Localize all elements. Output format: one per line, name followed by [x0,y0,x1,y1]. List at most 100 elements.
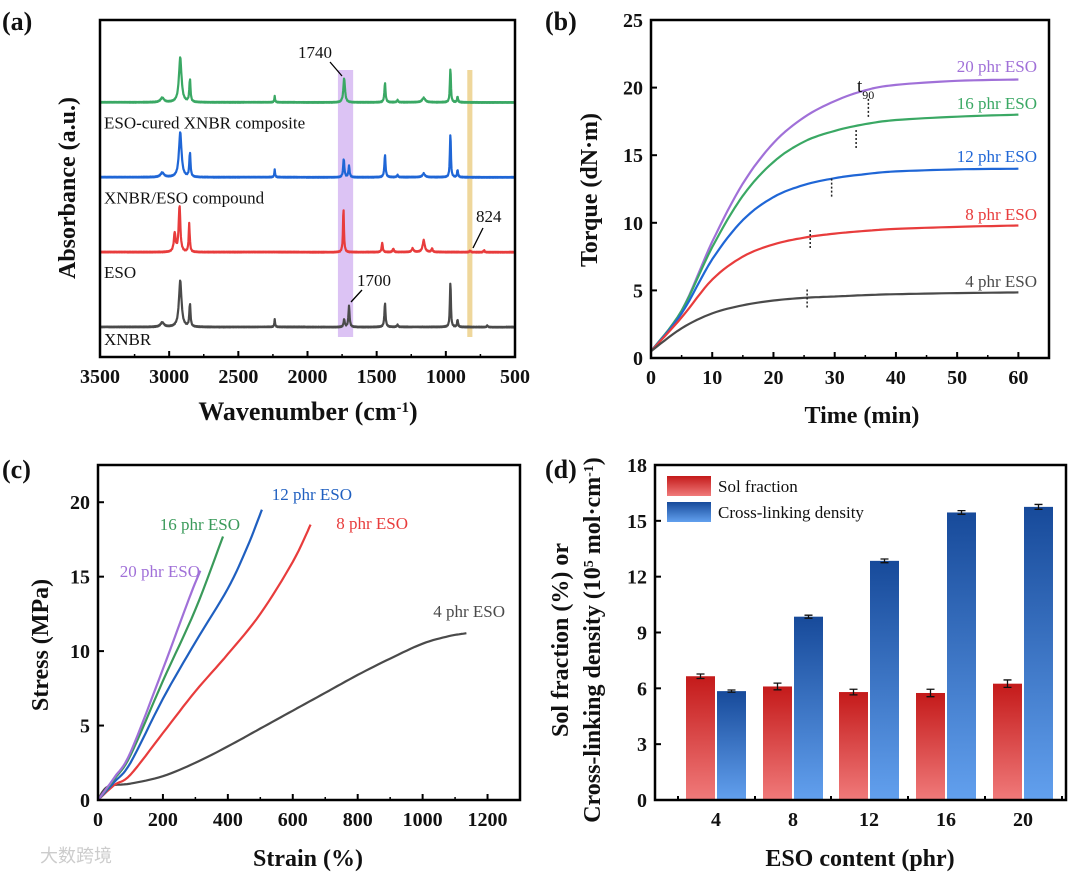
stress-strain-curve [97,509,263,801]
y-tick-label: 15 [627,511,647,533]
x-tick-label: 60 [1008,367,1028,389]
stress-strain-curve [97,524,312,801]
axes-frame [96,463,522,802]
bar-crosslink-density [1024,506,1053,800]
bar-crosslink-density [794,616,823,800]
x-tick-label: 200 [148,809,178,831]
y-tick-label: 0 [637,790,647,812]
y-tick-label: 3 [637,734,647,756]
panel-label-a: (a) [2,7,32,36]
bar-sol-fraction [763,686,792,800]
x-tick-label: 30 [825,367,845,389]
error-bar [773,682,782,691]
error-bar [880,558,889,564]
x-tick-label: 600 [278,809,308,831]
spectrum-line [99,131,516,179]
series-label: ESO-cured XNBR composite [104,113,305,132]
spectrum-line [99,279,516,329]
y-tick-label: 5 [80,716,90,738]
error-bar [1034,503,1043,510]
y-axis-label-part: mol·cm [580,477,606,560]
bar-sol-fraction [686,676,715,800]
x-axis-label: Strain (%) [253,846,363,872]
x-tick-label: 12 [859,809,879,831]
y-tick-label: 9 [637,623,647,645]
y-tick-label: 10 [623,213,643,235]
series-label: XNBR/ESO compound [104,188,265,207]
y-axis-label: Torque (dN·m) [577,113,603,267]
error-bar [1003,679,1012,689]
legend-label: Sol fraction [718,477,798,496]
error-bar [926,688,935,698]
y-tick-label: 15 [623,145,643,167]
torque-curve [650,78,1019,352]
highlight-band [467,70,473,337]
bar-crosslink-density [717,691,746,800]
y-axis-label-line2: Cross-linking density (105 mol·cm-1) [580,457,606,823]
arrow-824 [472,227,484,249]
torque-curve [650,224,1019,352]
x-tick-label: 10 [702,367,722,389]
y-axis-label-line1: Sol fraction (%) or [548,543,574,737]
t90-label: t90 [857,76,874,102]
series-label: 8 phr ESO [336,514,408,533]
panel-label-c: (c) [2,455,31,484]
x-tick-label: 1500 [357,366,397,388]
y-axis-label-sup: -1 [582,465,597,477]
annotation-1700: 1700 [357,271,391,290]
x-tick-label: 20 [763,367,783,389]
y-axis-label: Stress (MPa) [28,579,54,711]
panel-label-b: (b) [545,7,577,36]
x-tick-label: 1000 [403,809,443,831]
series-label: 20 phr ESO [120,562,200,581]
t90-label-sub: 90 [862,88,874,102]
x-tick-label: 0 [93,809,103,831]
series-label: 4 phr ESO [965,272,1037,291]
error-bar [696,673,705,680]
y-axis-label: Absorbance (a.u.) [55,97,81,279]
panel-a-ftir: XNBR ESO XNBR/ESO compound ESO-cured XNBR c… [55,18,530,426]
y-tick-label: 15 [70,567,90,589]
x-tick-label: 16 [936,809,956,831]
x-tick-label: 500 [500,366,530,388]
x-axis-label-sup: -1 [396,400,409,416]
y-tick-label: 12 [627,567,647,589]
x-tick-label: 4 [711,809,721,831]
y-axis-label-sup: 5 [582,560,597,567]
stress-strain-curve [97,570,202,801]
y-tick-label: 5 [633,280,643,302]
panel-c-stress-strain: 4 phr ESO 8 phr ESO 12 phr ESO 16 phr ESO 20… [28,463,522,872]
x-tick-label: 1200 [468,809,508,831]
error-bar [957,509,966,515]
annotation-1740: 1740 [298,43,332,62]
annotation-824: 824 [476,207,502,226]
arrow-1740 [329,61,343,77]
legend-swatch [667,476,711,496]
series-label: XNBR [104,330,152,349]
spectrum-line [99,205,516,254]
highlight-band [337,70,354,337]
y-axis-label-end: ) [580,457,606,465]
torque-curve [650,113,1019,352]
spectrum-line [99,56,516,104]
y-tick-label: 20 [623,78,643,100]
x-axis-label: Time (min) [805,403,920,429]
bar-sol-fraction [916,692,945,800]
x-tick-label: 1000 [426,366,466,388]
y-tick-label: 6 [637,678,647,700]
legend-label: Cross-linking density [718,503,864,522]
x-tick-label: 2000 [288,366,328,388]
bar-crosslink-density [870,560,899,800]
y-tick-label: 18 [627,455,647,477]
series-label: 12 phr ESO [957,147,1037,166]
x-axis-label: Wavenumber (cm-1) [198,397,417,426]
x-tick-label: 2500 [218,366,258,388]
panel-label-d: (d) [545,455,577,484]
series-label: 12 phr ESO [272,485,352,504]
stress-strain-curve [97,632,467,801]
y-tick-label: 0 [633,348,643,370]
x-tick-label: 400 [213,809,243,831]
error-bar [727,689,736,693]
series-label: 4 phr ESO [433,602,505,621]
series-label: ESO [104,263,136,282]
